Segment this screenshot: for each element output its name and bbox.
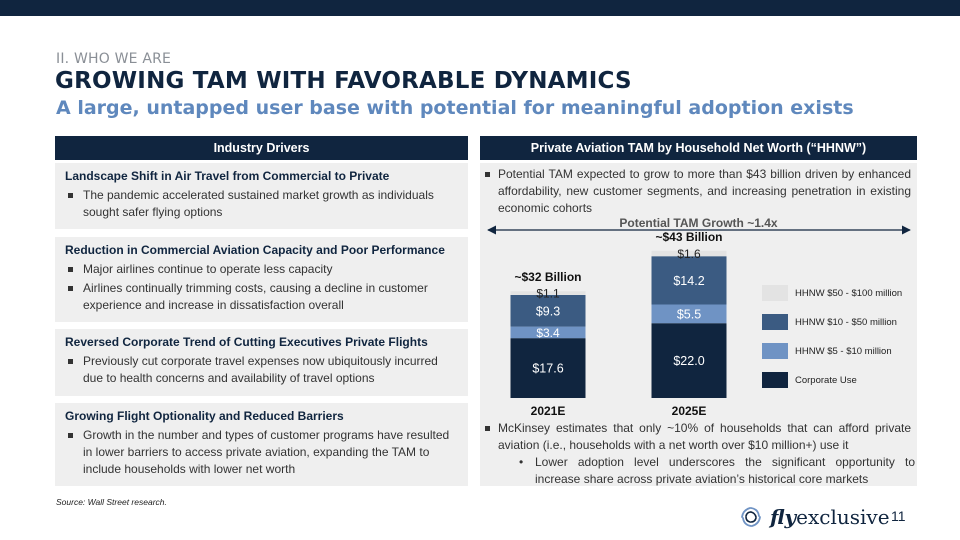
driver-bullet: The pandemic accelerated sustained marke… <box>65 187 458 221</box>
top-bar <box>0 0 960 16</box>
brand-logo: flyexclusive <box>738 504 890 530</box>
driver-title: Landscape Shift in Air Travel from Comme… <box>65 169 390 183</box>
data-label: $9.3 <box>536 304 560 318</box>
tam-sub-bullet: • Lower adoption level underscores the s… <box>515 454 915 488</box>
data-label: $5.5 <box>677 307 701 321</box>
bar-segment <box>651 323 727 398</box>
data-label: $22.0 <box>673 354 704 368</box>
driver-box-flight-optionality: Growing Flight Optionality and Reduced B… <box>55 403 468 486</box>
legend-item: HHNW $50 - $100 million <box>762 285 902 301</box>
category-label: 2025E <box>672 404 707 418</box>
tam-chart: $17.6 $3.4 $9.3 $1.1 ~$32 Billion 2021E $22.0 $… <box>487 225 911 418</box>
section-label: II. WHO WE ARE <box>56 51 172 67</box>
legend-item: HHNW $5 - $10 million <box>762 343 892 359</box>
bullet-marker <box>485 172 490 177</box>
bar-segment <box>651 256 727 305</box>
driver-bullet: Major airlines continue to operate less … <box>65 261 458 278</box>
legend-label: HHNW $50 - $100 million <box>795 287 903 299</box>
legend-swatch <box>762 314 788 330</box>
driver-box-landscape-shift: Landscape Shift in Air Travel from Comme… <box>55 163 468 229</box>
total-label: ~$32 Billion <box>514 270 581 284</box>
swirl-logo-icon <box>741 507 761 527</box>
driver-bullet: Growth in the number and types of custom… <box>65 427 458 478</box>
total-label: ~$43 Billion <box>655 230 722 244</box>
data-label: $3.4 <box>536 326 560 340</box>
legend-item: HHNW $10 - $50 million <box>762 314 897 330</box>
bullet-marker <box>485 426 490 431</box>
data-label: $1.1 <box>536 287 560 301</box>
source-note: Source: Wall Street research. <box>56 497 167 507</box>
tam-header: Private Aviation TAM by Household Net Wo… <box>480 136 917 160</box>
brand-name: flyexclusive <box>770 505 890 529</box>
legend-item: Corporate Use <box>762 372 857 388</box>
page-subtitle: A large, untapped user base with potenti… <box>56 97 854 119</box>
category-label: 2021E <box>531 404 566 418</box>
bar-segment <box>510 294 586 327</box>
legend-label: HHNW $10 - $50 million <box>795 316 897 328</box>
driver-bullet: Airlines continually trimming costs, cau… <box>65 280 458 314</box>
legend-swatch <box>762 285 788 301</box>
data-label: $17.6 <box>532 362 563 376</box>
legend-label: HHNW $5 - $10 million <box>795 345 892 357</box>
legend-label: Corporate Use <box>795 374 857 386</box>
driver-title: Reversed Corporate Trend of Cutting Exec… <box>65 335 428 349</box>
tam-bullet-bottom: McKinsey estimates that only ~10% of hou… <box>480 420 917 454</box>
bar-segment <box>651 304 727 324</box>
tam-bullet-bottom-text: McKinsey estimates that only ~10% of hou… <box>498 421 911 452</box>
brand-name-rest: exclusive <box>796 505 890 529</box>
driver-title: Growing Flight Optionality and Reduced B… <box>65 409 344 423</box>
tam-bullet-top: Potential TAM expected to grow to more t… <box>480 166 917 217</box>
data-label: $14.2 <box>673 274 704 288</box>
bar-segment <box>651 250 727 257</box>
sub-bullet-marker: • <box>519 455 524 469</box>
tam-bullet-top-text: Potential TAM expected to grow to more t… <box>498 167 911 215</box>
legend-swatch <box>762 372 788 388</box>
brand-name-fly: fly <box>770 505 797 529</box>
page-title: GROWING TAM WITH FAVORABLE DYNAMICS <box>55 68 632 94</box>
bar-segment <box>510 326 586 339</box>
industry-drivers-header: Industry Drivers <box>55 136 468 160</box>
driver-box-capacity-reduction: Reduction in Commercial Aviation Capacit… <box>55 237 468 322</box>
data-label: $1.6 <box>677 247 701 261</box>
legend-swatch <box>762 343 788 359</box>
tam-sub-bullet-text: Lower adoption level underscores the sig… <box>535 455 915 486</box>
driver-bullet: Previously cut corporate travel expenses… <box>65 353 458 387</box>
bar-segment <box>510 338 586 398</box>
bar-segment <box>510 291 586 295</box>
page-number: 11 <box>891 508 906 524</box>
driver-box-corporate-trend: Reversed Corporate Trend of Cutting Exec… <box>55 329 468 396</box>
driver-title: Reduction in Commercial Aviation Capacit… <box>65 243 445 257</box>
